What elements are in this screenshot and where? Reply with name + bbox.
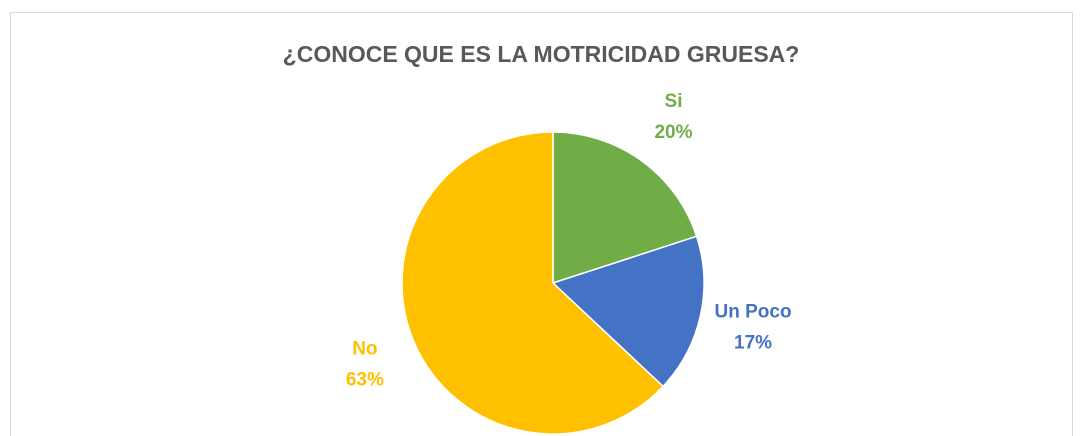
slice-value-label: 20%	[654, 122, 692, 143]
slice-category-label: Si	[665, 91, 683, 112]
slice-value-label: 17%	[734, 333, 772, 354]
slice-category-label: Un Poco	[715, 302, 792, 323]
pie-slice	[401, 131, 665, 435]
slice-value-label: 63%	[346, 369, 384, 390]
slice-category-label: No	[352, 338, 377, 359]
chart-title: ¿CONOCE QUE ES LA MOTRICIDAD GRUESA?	[283, 41, 800, 67]
pie-slice	[552, 131, 698, 285]
pie-slice	[551, 235, 705, 388]
